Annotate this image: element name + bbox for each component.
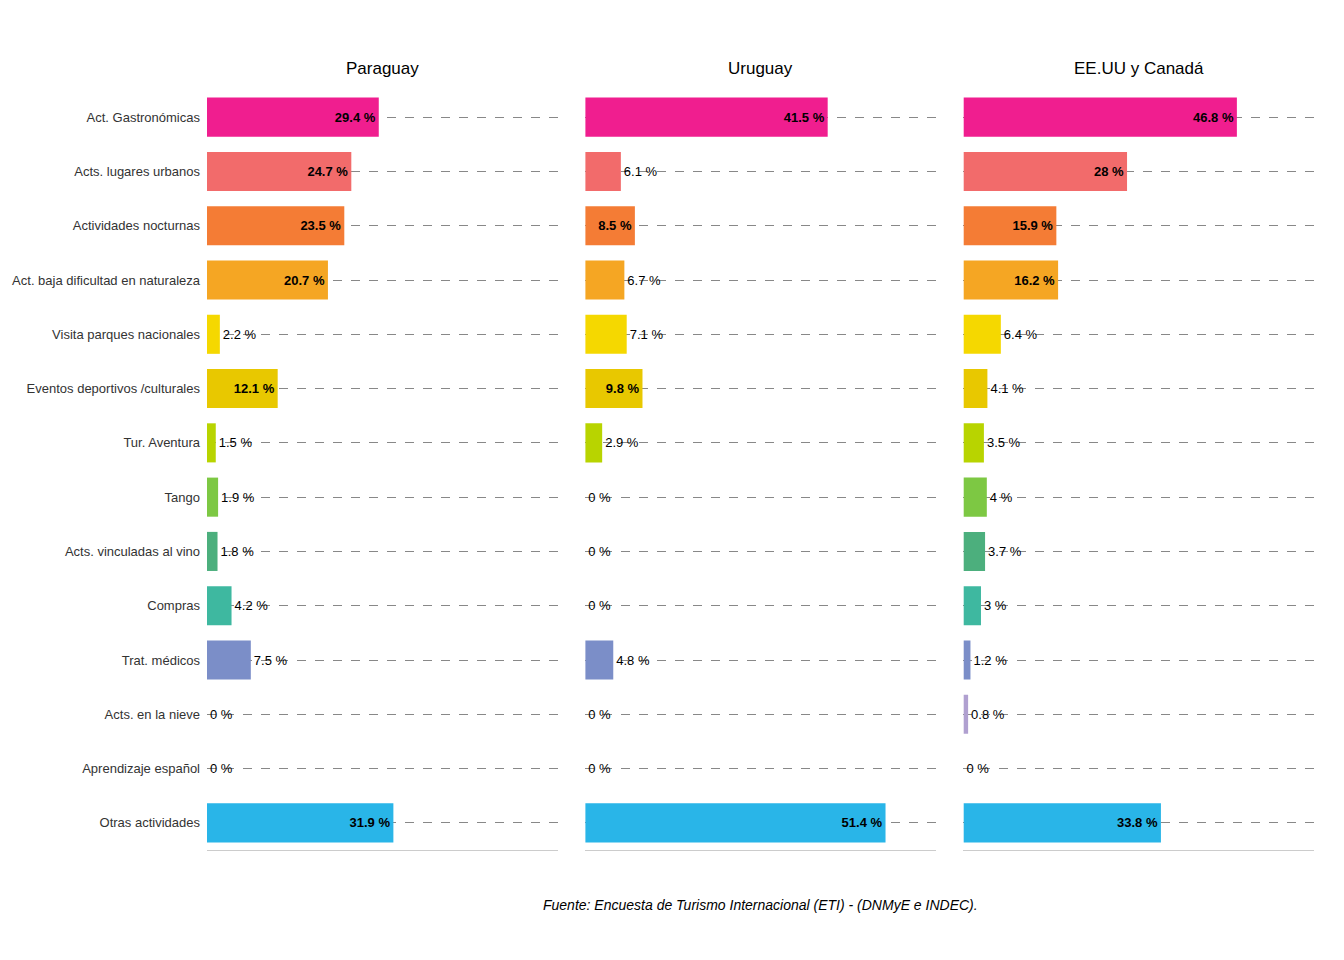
- svg-text:1.5 %: 1.5 %: [219, 435, 253, 450]
- svg-text:0 %: 0 %: [588, 707, 611, 722]
- svg-text:Tango: Tango: [165, 490, 200, 505]
- svg-text:0 %: 0 %: [966, 761, 989, 776]
- svg-text:20.7 %: 20.7 %: [284, 273, 325, 288]
- svg-text:7.5 %: 7.5 %: [254, 653, 288, 668]
- svg-text:Compras: Compras: [147, 598, 200, 613]
- svg-text:31.9 %: 31.9 %: [349, 815, 390, 830]
- svg-text:3.5 %: 3.5 %: [987, 435, 1021, 450]
- svg-text:29.4 %: 29.4 %: [335, 110, 376, 125]
- svg-text:Aprendizaje español: Aprendizaje español: [82, 761, 200, 776]
- svg-text:Acts. vinculadas al vino: Acts. vinculadas al vino: [65, 544, 200, 559]
- svg-text:Act. Gastronómicas: Act. Gastronómicas: [87, 110, 201, 125]
- svg-text:28 %: 28 %: [1094, 164, 1124, 179]
- svg-text:51.4 %: 51.4 %: [842, 815, 883, 830]
- svg-text:15.9 %: 15.9 %: [1012, 218, 1053, 233]
- svg-text:EE.UU y Canadá: EE.UU y Canadá: [1074, 59, 1204, 78]
- svg-text:0 %: 0 %: [588, 544, 611, 559]
- svg-text:4 %: 4 %: [990, 490, 1013, 505]
- svg-text:0.8 %: 0.8 %: [971, 707, 1005, 722]
- svg-text:3.7 %: 3.7 %: [988, 544, 1022, 559]
- svg-text:4.2 %: 4.2 %: [235, 598, 269, 613]
- svg-text:0 %: 0 %: [588, 490, 611, 505]
- svg-text:Tur. Aventura: Tur. Aventura: [123, 435, 200, 450]
- svg-text:1.9 %: 1.9 %: [221, 490, 255, 505]
- svg-text:4.1 %: 4.1 %: [990, 381, 1024, 396]
- svg-text:0 %: 0 %: [588, 761, 611, 776]
- svg-text:3 %: 3 %: [984, 598, 1007, 613]
- svg-text:6.4 %: 6.4 %: [1004, 327, 1038, 342]
- svg-text:23.5 %: 23.5 %: [300, 218, 341, 233]
- svg-text:8.5 %: 8.5 %: [598, 218, 632, 233]
- svg-text:0 %: 0 %: [210, 707, 233, 722]
- svg-text:46.8 %: 46.8 %: [1193, 110, 1234, 125]
- svg-text:Fuente: Encuesta de Turismo In: Fuente: Encuesta de Turismo Internaciona…: [543, 897, 978, 913]
- svg-text:9.8 %: 9.8 %: [606, 381, 640, 396]
- svg-text:24.7 %: 24.7 %: [307, 164, 348, 179]
- svg-text:Trat. médicos: Trat. médicos: [122, 653, 201, 668]
- svg-text:1.2 %: 1.2 %: [973, 653, 1007, 668]
- svg-text:0 %: 0 %: [210, 761, 233, 776]
- svg-text:Acts. lugares urbanos: Acts. lugares urbanos: [74, 164, 200, 179]
- svg-text:Act. baja dificultad en natura: Act. baja dificultad en naturaleza: [12, 273, 201, 288]
- svg-text:1.8 %: 1.8 %: [221, 544, 255, 559]
- svg-text:41.5 %: 41.5 %: [784, 110, 825, 125]
- svg-text:2.2 %: 2.2 %: [223, 327, 257, 342]
- svg-text:6.1 %: 6.1 %: [624, 164, 658, 179]
- svg-text:16.2 %: 16.2 %: [1014, 273, 1055, 288]
- svg-text:4.8 %: 4.8 %: [616, 653, 650, 668]
- svg-text:Uruguay: Uruguay: [728, 59, 793, 78]
- svg-text:Actividades nocturnas: Actividades nocturnas: [73, 218, 201, 233]
- svg-text:12.1 %: 12.1 %: [234, 381, 275, 396]
- svg-text:Otras actividades: Otras actividades: [100, 815, 201, 830]
- svg-text:Acts. en la nieve: Acts. en la nieve: [105, 707, 200, 722]
- svg-text:Eventos deportivos /culturales: Eventos deportivos /culturales: [27, 381, 201, 396]
- svg-text:7.1 %: 7.1 %: [630, 327, 664, 342]
- svg-text:2.9 %: 2.9 %: [605, 435, 639, 450]
- svg-text:0 %: 0 %: [588, 598, 611, 613]
- svg-text:33.8 %: 33.8 %: [1117, 815, 1158, 830]
- svg-text:6.7 %: 6.7 %: [627, 273, 661, 288]
- svg-text:Visita parques nacionales: Visita parques nacionales: [52, 327, 200, 342]
- svg-text:Paraguay: Paraguay: [346, 59, 419, 78]
